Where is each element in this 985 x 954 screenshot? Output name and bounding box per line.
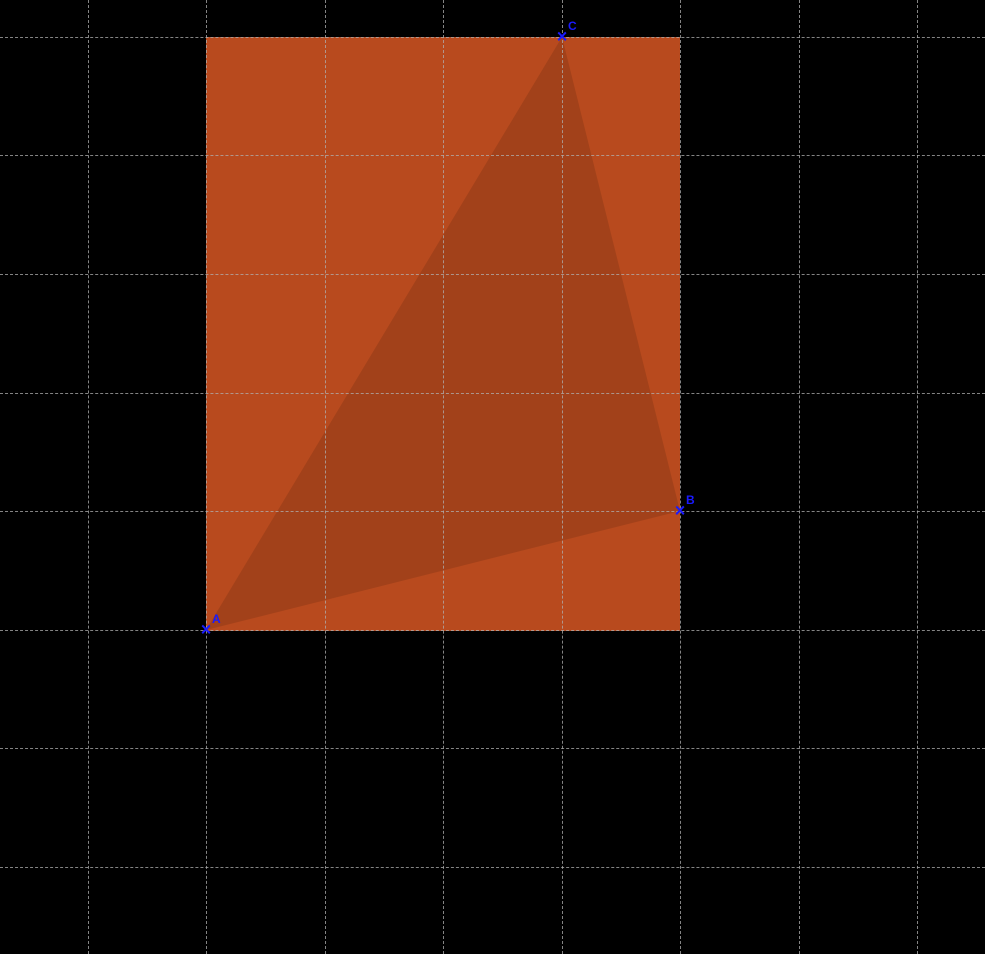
gridline-vertical (325, 0, 326, 954)
gridline-vertical (88, 0, 89, 954)
gridline-horizontal (0, 867, 985, 868)
gridline-vertical (206, 0, 207, 954)
gridline-vertical (562, 0, 563, 954)
gridline-horizontal (0, 630, 985, 631)
plot-canvas: ×A×B×C (0, 0, 985, 954)
gridline-horizontal (0, 393, 985, 394)
gridline-horizontal (0, 274, 985, 275)
gridline-vertical (680, 0, 681, 954)
gridline-vertical (443, 0, 444, 954)
gridline-horizontal (0, 748, 985, 749)
gridline-vertical (799, 0, 800, 954)
gridline-vertical (917, 0, 918, 954)
point-label-b: B (686, 493, 695, 507)
gridline-horizontal (0, 155, 985, 156)
gridline-horizontal (0, 511, 985, 512)
gridline-horizontal (0, 37, 985, 38)
point-label-c: C (568, 19, 577, 33)
